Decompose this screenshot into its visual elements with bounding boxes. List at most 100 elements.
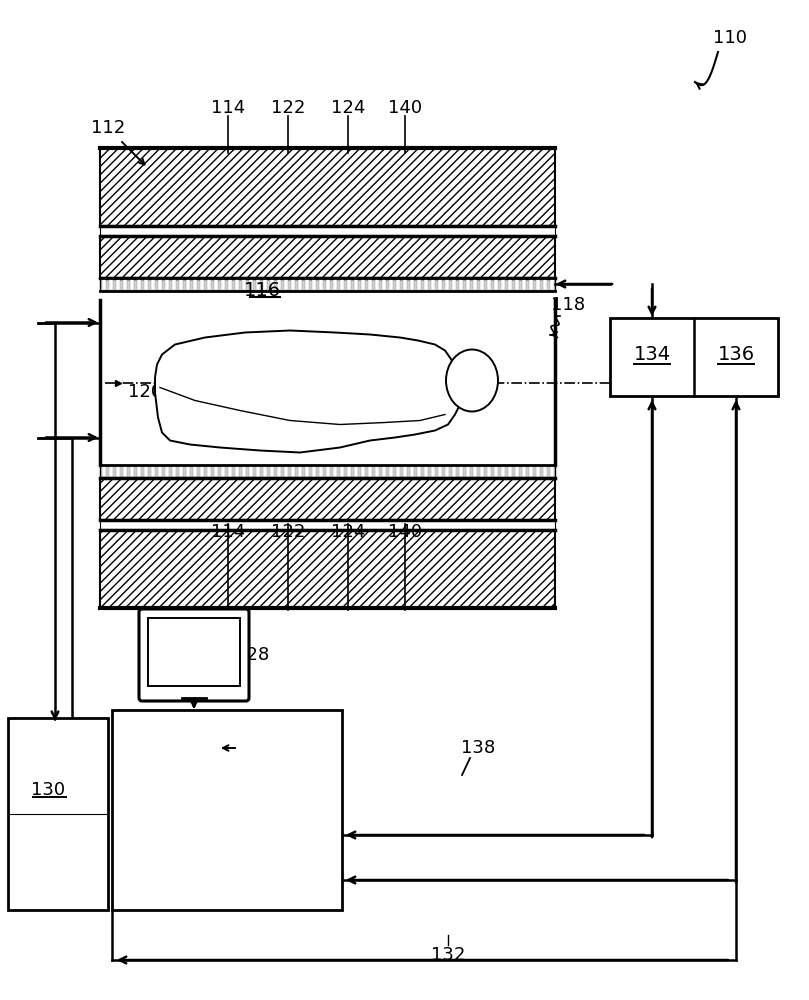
- Bar: [347, 466, 351, 477]
- Bar: [361, 466, 365, 477]
- Bar: [389, 279, 393, 290]
- Text: 138: 138: [461, 739, 495, 757]
- Bar: [368, 279, 372, 290]
- Bar: [319, 279, 323, 290]
- Bar: [100, 478, 555, 520]
- Bar: [312, 279, 316, 290]
- Bar: [186, 466, 190, 477]
- Bar: [389, 466, 393, 477]
- Bar: [100, 465, 555, 478]
- Bar: [298, 279, 302, 290]
- Bar: [550, 279, 554, 290]
- Bar: [431, 466, 435, 477]
- Bar: [473, 279, 477, 290]
- Bar: [403, 279, 407, 290]
- Bar: [270, 279, 274, 290]
- Bar: [100, 148, 555, 615]
- Bar: [207, 279, 211, 290]
- Bar: [151, 279, 155, 290]
- Bar: [235, 279, 239, 290]
- Bar: [200, 279, 204, 290]
- Bar: [137, 466, 141, 477]
- Bar: [368, 466, 372, 477]
- Bar: [100, 148, 555, 226]
- Bar: [228, 466, 232, 477]
- Bar: [100, 278, 555, 291]
- Bar: [501, 279, 505, 290]
- Bar: [466, 466, 470, 477]
- Bar: [340, 466, 344, 477]
- Text: 132: 132: [431, 946, 465, 964]
- Bar: [515, 279, 519, 290]
- Bar: [522, 279, 526, 290]
- Bar: [382, 279, 386, 290]
- Bar: [123, 279, 127, 290]
- Bar: [480, 466, 484, 477]
- Text: 124: 124: [331, 523, 365, 541]
- Text: 140: 140: [388, 523, 422, 541]
- Bar: [109, 466, 113, 477]
- Text: 124: 124: [331, 99, 365, 117]
- Text: 114: 114: [211, 523, 245, 541]
- Bar: [256, 466, 260, 477]
- Bar: [494, 466, 498, 477]
- Bar: [347, 279, 351, 290]
- Bar: [452, 279, 456, 290]
- Bar: [543, 279, 547, 290]
- Bar: [417, 466, 421, 477]
- Bar: [291, 466, 295, 477]
- Text: 134: 134: [633, 344, 671, 363]
- Bar: [480, 279, 484, 290]
- Bar: [277, 466, 281, 477]
- Bar: [100, 520, 555, 530]
- Bar: [158, 279, 162, 290]
- Bar: [375, 466, 379, 477]
- Bar: [165, 279, 169, 290]
- Bar: [326, 279, 330, 290]
- Bar: [151, 466, 155, 477]
- Text: 140: 140: [388, 99, 422, 117]
- Bar: [298, 466, 302, 477]
- Text: 110: 110: [713, 29, 747, 47]
- Bar: [536, 466, 540, 477]
- Text: 126: 126: [235, 739, 269, 757]
- Bar: [172, 279, 176, 290]
- Bar: [529, 466, 533, 477]
- Bar: [466, 279, 470, 290]
- Bar: [130, 466, 134, 477]
- Bar: [354, 466, 358, 477]
- Bar: [305, 279, 309, 290]
- Bar: [487, 466, 491, 477]
- Text: 122: 122: [271, 99, 305, 117]
- Bar: [256, 279, 260, 290]
- Bar: [8, 718, 108, 910]
- FancyBboxPatch shape: [139, 609, 249, 701]
- Bar: [543, 466, 547, 477]
- Bar: [508, 279, 512, 290]
- Bar: [130, 279, 134, 290]
- Polygon shape: [155, 330, 462, 452]
- Text: 128: 128: [235, 646, 269, 664]
- Bar: [116, 466, 120, 477]
- Bar: [137, 279, 141, 290]
- Bar: [112, 710, 342, 910]
- Bar: [424, 466, 428, 477]
- Bar: [354, 279, 358, 290]
- Bar: [494, 279, 498, 290]
- Bar: [100, 236, 555, 278]
- Bar: [221, 279, 225, 290]
- Bar: [123, 466, 127, 477]
- Bar: [221, 466, 225, 477]
- Bar: [284, 279, 288, 290]
- Bar: [459, 466, 463, 477]
- Bar: [249, 279, 253, 290]
- Bar: [249, 466, 253, 477]
- Bar: [536, 279, 540, 290]
- Bar: [340, 279, 344, 290]
- Bar: [508, 466, 512, 477]
- Bar: [144, 279, 148, 290]
- Bar: [263, 279, 267, 290]
- Bar: [100, 530, 555, 608]
- Bar: [445, 466, 449, 477]
- Bar: [214, 279, 218, 290]
